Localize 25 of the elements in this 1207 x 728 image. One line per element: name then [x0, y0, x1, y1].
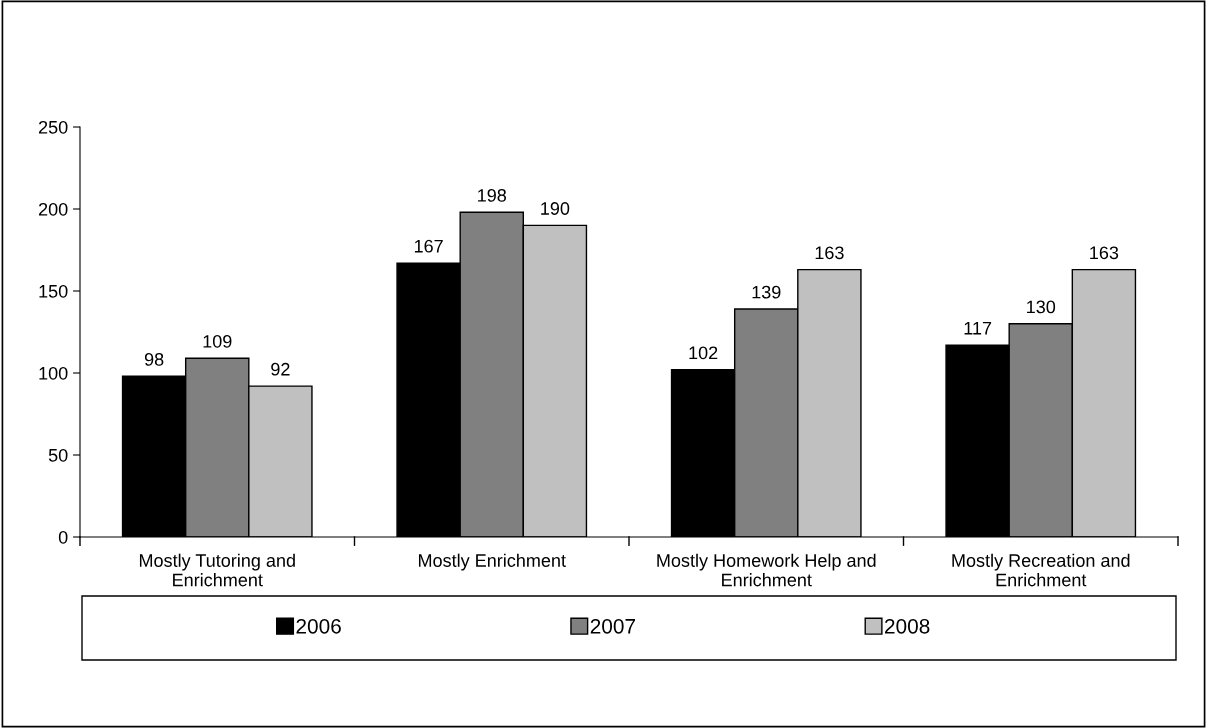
data-label: 167 — [414, 239, 443, 253]
data-label: 163 — [815, 246, 844, 260]
x-tick-label: Mostly Homework Help and Enrichment — [657, 553, 876, 587]
y-tick-label: 200 — [38, 202, 68, 216]
legend-label: 2007 — [590, 618, 635, 634]
data-label: 117 — [964, 322, 992, 335]
legend-label: 2008 — [885, 618, 930, 634]
x-tick-label: Mostly Enrichment — [418, 553, 566, 571]
y-tick-label: 250 — [38, 120, 68, 134]
data-label: 92 — [271, 362, 290, 376]
data-label: 109 — [203, 334, 232, 348]
data-label: 198 — [478, 188, 507, 202]
data-label: 190 — [541, 202, 570, 215]
y-tick-label: 0 — [58, 530, 68, 544]
y-tick-label: 100 — [39, 366, 68, 380]
x-tick-label: Mostly Tutoring and Enrichment — [139, 553, 295, 587]
data-label: 139 — [752, 285, 781, 299]
y-tick-label: 50 — [48, 448, 68, 462]
data-label: 102 — [689, 346, 718, 360]
y-tick-label: 150 — [39, 284, 68, 298]
x-tick-label: Mostly Recreation and Enrichment — [952, 553, 1130, 587]
legend-label: 2006 — [296, 618, 341, 634]
data-label: 98 — [144, 352, 164, 366]
data-label: 130 — [1027, 300, 1056, 314]
data-label: 163 — [1090, 246, 1119, 260]
